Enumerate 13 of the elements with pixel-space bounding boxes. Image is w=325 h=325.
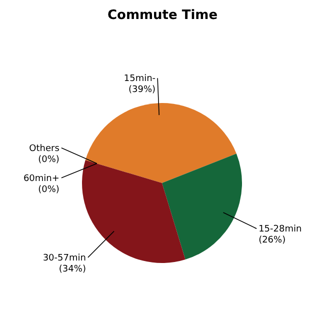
- slice-label: 15-28min: [258, 224, 302, 235]
- data-label: (39%): [128, 85, 156, 96]
- text: (0%): [38, 184, 60, 195]
- text: (0%): [38, 154, 60, 165]
- category-label: 60min+: [23, 174, 60, 184]
- slice-label: 15min-: [124, 74, 156, 84]
- chart-title: Commute Time: [107, 8, 218, 23]
- pie-slice: [162, 154, 242, 260]
- slice-label: 30-57min: [42, 253, 86, 264]
- pie-slice: [85, 103, 236, 183]
- data-label: (34%): [58, 264, 86, 274]
- category-label: Others: [29, 144, 60, 154]
- data-label: (26%): [258, 236, 286, 246]
